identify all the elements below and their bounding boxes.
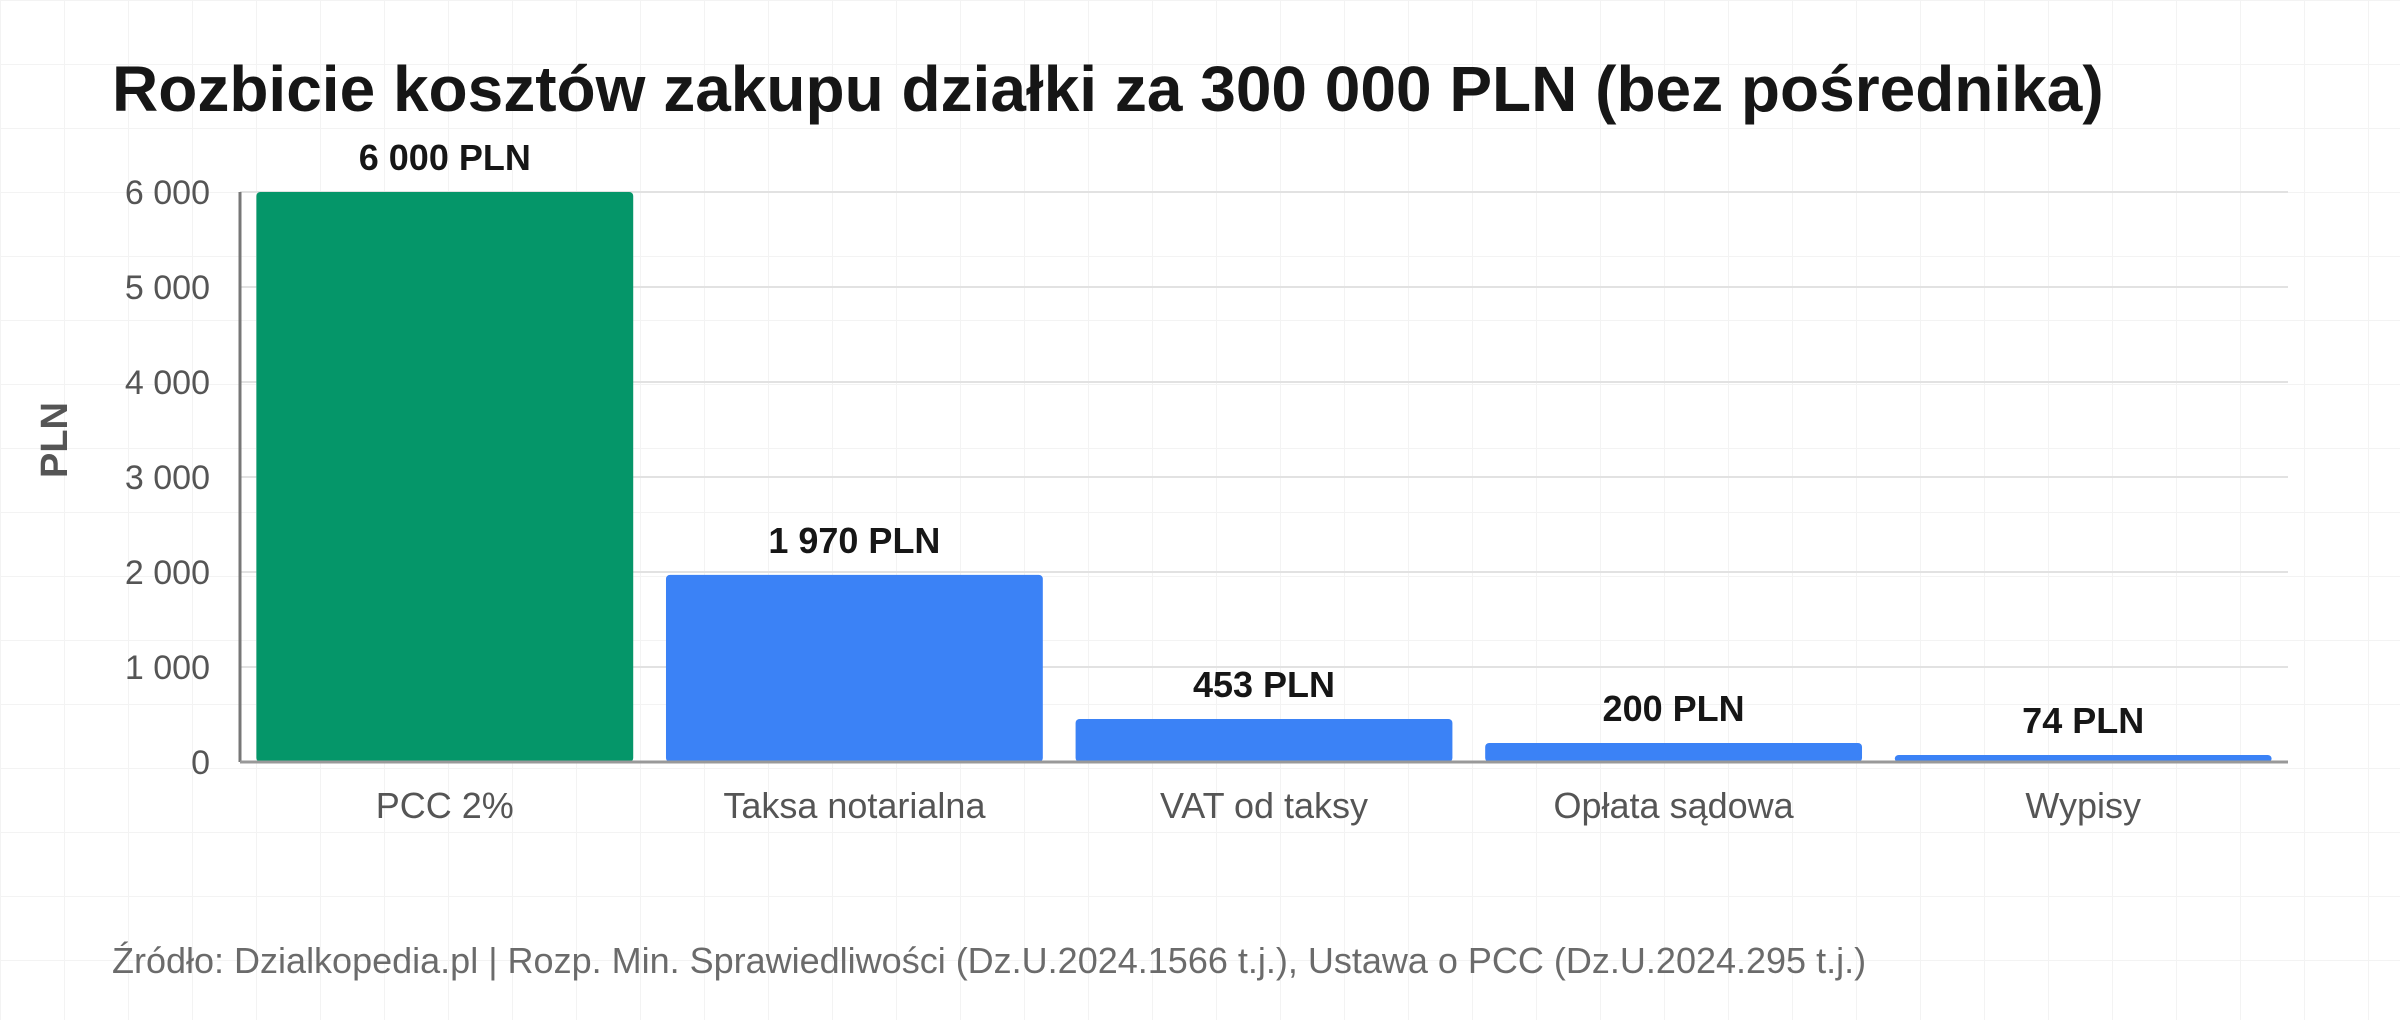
bar-value-label: 1 970 PLN — [768, 520, 940, 561]
x-tick-label: Wypisy — [2025, 785, 2141, 826]
y-tick-label: 5 000 — [125, 269, 210, 307]
bar-value-label: 453 PLN — [1193, 664, 1335, 705]
y-axis-ticks: 0 1 000 2 000 3 000 4 000 5 000 6 000 — [125, 174, 210, 782]
x-tick-label: Taksa notarialna — [723, 785, 986, 826]
y-tick-label: 4 000 — [125, 364, 210, 402]
bar-value-label: 74 PLN — [2022, 700, 2144, 741]
bar — [1894, 754, 2272, 762]
y-tick-label: 2 000 — [125, 554, 210, 592]
y-tick-label: 6 000 — [125, 174, 210, 212]
y-tick-label: 1 000 — [125, 649, 210, 687]
bar-value-label: 6 000 PLN — [359, 137, 531, 178]
source-note: Źródło: Dzialkopedia.pl | Rozp. Min. Spr… — [112, 940, 1867, 981]
axes — [238, 192, 2288, 764]
bar-value-labels: 6 000 PLN 1 970 PLN 453 PLN 200 PLN 74 PLN — [359, 137, 2144, 741]
bars — [256, 192, 2272, 762]
x-tick-label: PCC 2% — [376, 785, 514, 826]
y-tick-label: 3 000 — [125, 459, 210, 497]
y-axis-label: PLN — [34, 402, 76, 478]
chart-title: Rozbicie kosztów zakupu działki za 300 0… — [112, 53, 2104, 125]
bar — [665, 574, 1043, 762]
x-axis-ticks: PCC 2% Taksa notarialna VAT od taksy Opłata… — [376, 785, 2141, 826]
bar — [1075, 718, 1453, 762]
bar — [256, 192, 634, 762]
x-tick-label: Opłata sądowa — [1554, 785, 1795, 826]
y-tick-label: 0 — [191, 744, 210, 782]
bar — [1485, 743, 1863, 762]
bar-value-label: 200 PLN — [1603, 688, 1745, 729]
x-tick-label: VAT od taksy — [1160, 785, 1368, 826]
